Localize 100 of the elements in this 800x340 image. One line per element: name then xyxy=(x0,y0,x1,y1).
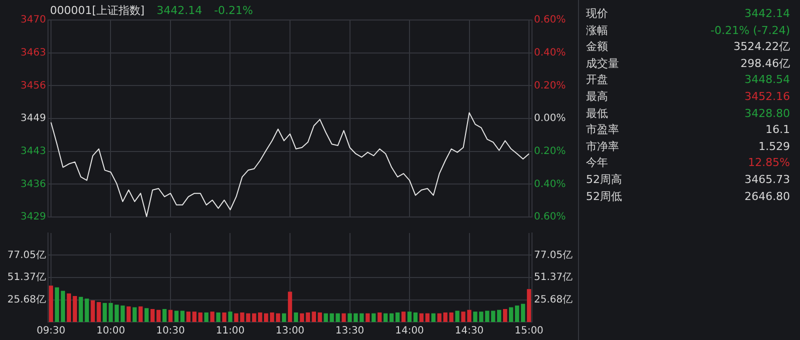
bar xyxy=(508,307,514,322)
x-tick-label: 15:00 xyxy=(514,326,544,337)
bar xyxy=(526,289,532,322)
bar xyxy=(138,306,143,322)
bar xyxy=(378,312,382,322)
bar xyxy=(401,312,406,322)
y2-tick-label: 77.05亿 xyxy=(534,250,573,261)
y-tick-label: 3429 xyxy=(20,212,46,223)
text: 3524.22亿 xyxy=(734,39,790,56)
bar xyxy=(425,313,430,322)
x-tick-label: 13:30 xyxy=(335,326,364,337)
text: 1.529 xyxy=(758,138,790,155)
bar xyxy=(54,287,60,322)
text: 16.1 xyxy=(766,122,790,138)
text: 3442.14 xyxy=(156,4,202,17)
text: -0.21% (-7.24) xyxy=(710,22,790,39)
y-tick-label: 3436 xyxy=(20,178,46,190)
bar xyxy=(198,312,202,322)
text: 3452.16 xyxy=(744,88,790,105)
bar xyxy=(150,309,155,322)
x-tick-label: 13:00 xyxy=(276,326,304,337)
bar xyxy=(395,312,400,322)
y-tick-label: 3463 xyxy=(20,47,46,58)
bar xyxy=(210,312,214,322)
bar xyxy=(300,313,304,322)
bar xyxy=(216,312,220,322)
y-tick-label: 25.68亿 xyxy=(7,294,46,306)
bar xyxy=(389,313,394,322)
text: 3428.80 xyxy=(744,106,790,122)
bar xyxy=(312,312,316,322)
chart-title: 000001[上证指数] xyxy=(50,4,145,17)
bar xyxy=(228,312,232,322)
text: 52周低 xyxy=(586,188,622,205)
bar xyxy=(168,310,173,322)
text: 298.46亿 xyxy=(740,56,790,72)
bar xyxy=(407,312,412,322)
text: -0.21% xyxy=(214,4,253,17)
text: 开盘 xyxy=(586,72,608,88)
text: 3448.54 xyxy=(744,72,790,88)
text: 52周高 xyxy=(586,172,622,188)
x-tick-label: 09:30 xyxy=(36,326,66,337)
bar xyxy=(503,309,508,322)
y-tick-label: 77.05亿 xyxy=(7,250,46,261)
text: 现价 xyxy=(586,6,608,22)
text: 涨幅 xyxy=(586,22,608,39)
bar xyxy=(514,306,520,322)
bar xyxy=(132,307,137,322)
bar xyxy=(366,313,370,322)
y2-tick-label: 0.20% xyxy=(534,80,566,92)
bar xyxy=(264,313,268,322)
text: 市净率 xyxy=(586,138,619,155)
bar xyxy=(186,312,191,322)
bar xyxy=(413,312,418,322)
bar xyxy=(192,312,196,322)
bar xyxy=(72,296,77,322)
x-tick-label: 11:00 xyxy=(216,326,245,337)
y2-tick-label: 51.37亿 xyxy=(534,272,573,284)
bar xyxy=(437,313,442,322)
bar xyxy=(144,308,149,322)
text: 市盈率 xyxy=(586,122,619,138)
bar xyxy=(156,310,161,322)
y2-tick-label: 25.68亿 xyxy=(534,294,573,306)
bar xyxy=(419,313,424,322)
text: 成交量 xyxy=(586,56,619,72)
bar xyxy=(162,309,167,322)
y-tick-label: 3456 xyxy=(20,80,46,92)
y2-tick-label: 0.40% xyxy=(534,47,566,58)
bar xyxy=(455,310,460,322)
text: 2646.80 xyxy=(744,188,790,205)
text: 今年 xyxy=(586,155,608,172)
y2-tick-label: 0.60% xyxy=(534,14,566,26)
bar xyxy=(318,312,322,322)
text: 金额 xyxy=(586,39,608,56)
y2-tick-label: 0.60% xyxy=(534,212,566,223)
bar xyxy=(204,312,208,322)
bar xyxy=(306,312,310,322)
bar xyxy=(66,293,72,322)
bar xyxy=(282,313,286,322)
y2-tick-label: 0.20% xyxy=(534,146,566,157)
bar xyxy=(294,312,298,322)
y-tick-label: 3470 xyxy=(20,14,46,26)
bar xyxy=(384,313,388,322)
text: 3465.73 xyxy=(744,172,790,188)
x-tick-label: 14:30 xyxy=(454,326,484,337)
x-tick-label: 10:30 xyxy=(156,326,185,337)
bar xyxy=(431,313,436,322)
bar xyxy=(258,312,262,322)
bar xyxy=(174,310,179,322)
bar xyxy=(276,313,280,322)
bar xyxy=(270,312,274,322)
bar xyxy=(520,304,526,322)
text: 最低 xyxy=(586,106,608,122)
bar xyxy=(342,313,346,322)
x-tick-label: 14:00 xyxy=(395,326,424,337)
bar xyxy=(372,313,376,322)
y-tick-label: 3449 xyxy=(20,113,46,124)
bar xyxy=(60,290,66,322)
x-tick-label: 10:00 xyxy=(96,326,126,337)
bar xyxy=(126,306,131,322)
bar xyxy=(288,292,292,322)
